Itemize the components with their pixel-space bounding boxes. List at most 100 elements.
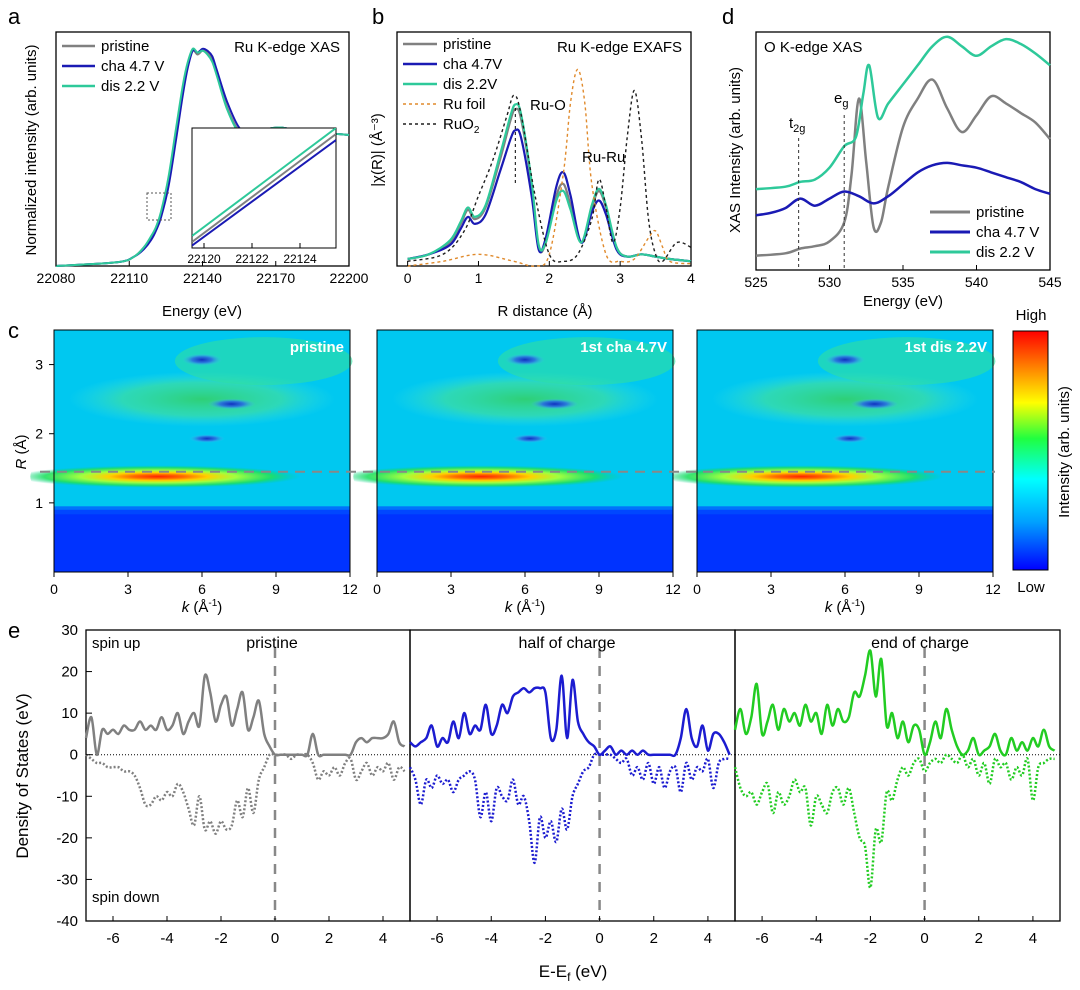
- heatmap-blue-spot: [530, 394, 579, 413]
- panel-b-ylabel: |χ(R)| (Å⁻³): [369, 113, 386, 187]
- dos-spin-up-0: [84, 673, 406, 758]
- dos-frame-0: [85, 629, 411, 922]
- legend-b-label: Ru foil: [443, 96, 486, 113]
- legend-a-label: pristine: [101, 38, 149, 55]
- dos-xtick-label: -4: [485, 930, 498, 947]
- heatmap-xtick-label: 12: [342, 581, 358, 597]
- colorbar-high-label: High: [1016, 307, 1047, 324]
- panel-d-title: O K-edge XAS: [764, 39, 862, 56]
- panel-a-xtick-label: 22200: [330, 270, 369, 286]
- legend-d-label: cha 4.7 V: [976, 224, 1039, 241]
- heatmap-xtick-label: 12: [985, 581, 1001, 597]
- heatmap-0: [30, 329, 353, 573]
- dos-xtick-label: -2: [214, 930, 227, 947]
- panel-a-xtick-label: 22080: [37, 270, 76, 286]
- heatmap-ytick-label: 1: [35, 495, 43, 511]
- panel-b-title: Ru K-edge EXAFS: [557, 39, 682, 56]
- inset-xtick-label: 22120: [187, 252, 221, 266]
- series-b-RuO2: [407, 89, 692, 263]
- legend-a-label: cha 4.7 V: [101, 58, 164, 75]
- panel-a-xlabel: Energy (eV): [162, 303, 242, 320]
- panel-a-xtick-label: 22110: [110, 270, 148, 286]
- annotation-eg: eg: [834, 90, 848, 110]
- dos-spin-up-2: [733, 649, 1056, 757]
- zoom-box: [146, 192, 172, 221]
- series-d-pristine: [755, 78, 1051, 257]
- annotation-ru-o: Ru-O: [530, 97, 566, 114]
- heatmap-xtick-label: 3: [447, 581, 455, 597]
- panel-b-xlabel: R distance (Å): [497, 303, 592, 320]
- heatmap-title-0: pristine: [290, 339, 344, 356]
- heatmap-ytick-label: 2: [35, 426, 43, 442]
- dos-xtick-label: -2: [864, 930, 877, 947]
- dos-spin-down-0: [85, 752, 406, 835]
- heatmap-low-region: [697, 509, 993, 572]
- dos-xtick-label: -6: [106, 930, 119, 947]
- panel-b-xtick-label: 0: [404, 270, 412, 286]
- series-d-cha-4.7-V: [755, 161, 1051, 217]
- panel-d-xtick-label: 530: [818, 274, 842, 290]
- inset-xtick-label: 22124: [283, 252, 317, 266]
- heatmap-xtick-label: 9: [595, 581, 603, 597]
- legend-d-label: pristine: [976, 204, 1024, 221]
- colorbar: [1012, 330, 1049, 571]
- heatmap-blue-spot: [207, 394, 256, 413]
- heatmap-hotspot: [30, 436, 315, 517]
- dos-ytick-label: 30: [61, 622, 78, 639]
- heatmap-title-2: 1st dis 2.2V: [904, 339, 987, 356]
- dos-xtick-label: 0: [271, 930, 279, 947]
- panel-label-b: b: [372, 4, 384, 29]
- dos-ytick-label: 20: [61, 664, 78, 681]
- dos-xtick-label: -4: [160, 930, 173, 947]
- panel-d-ylabel: XAS Intensity (arb. units): [727, 67, 744, 233]
- heatmap-hotspot: [673, 436, 958, 517]
- heatmap-blue-spot: [182, 349, 222, 370]
- dos-ytick-label: 0: [70, 747, 78, 764]
- dos-ytick-label: -40: [56, 913, 78, 930]
- series-b-Ru-foil: [407, 68, 692, 267]
- panel-a-xtick-label: 22170: [256, 270, 295, 286]
- dos-frame-2: [734, 629, 1061, 922]
- heatmap-hotspot: [353, 436, 638, 517]
- heatmap-xtick-label: 6: [521, 581, 529, 597]
- heatmap-xlabel: k (Å-1): [182, 598, 223, 616]
- dos-xlabel: E-Ef (eV): [539, 962, 608, 984]
- dos-frame-1: [409, 629, 736, 922]
- inset-series-cha-4.7-V: [192, 139, 336, 247]
- inset-series-pristine: [192, 133, 336, 243]
- heatmap-low-region: [54, 509, 350, 572]
- legend-b-label: pristine: [443, 36, 491, 53]
- panel-b-xtick-label: 4: [687, 270, 695, 286]
- dos-spin-down-1: [408, 752, 730, 865]
- dos-xtick-label: 2: [975, 930, 983, 947]
- annotation-ru-ru: Ru-Ru: [582, 149, 625, 166]
- heatmap-xtick-label: 6: [198, 581, 206, 597]
- panel-d-xtick-label: 545: [1038, 274, 1062, 290]
- panel-d-xtick-label: 525: [744, 274, 768, 290]
- heatmap-xtick-label: 0: [373, 581, 381, 597]
- dos-xtick-label: 4: [379, 930, 387, 947]
- dos-title-0: pristine: [246, 635, 298, 652]
- panel-a-xtick-label: 22140: [183, 270, 222, 286]
- heatmap-ytick-label: 3: [35, 357, 43, 373]
- dos-ytick-label: -10: [56, 788, 78, 805]
- panel-label-c: c: [8, 318, 19, 343]
- inset-series-dis-2.2-V: [192, 128, 336, 237]
- heatmap-blue-spot: [825, 349, 865, 370]
- heatmap-upper-band: [817, 337, 996, 386]
- panel-b-xtick-label: 2: [545, 270, 553, 286]
- colorbar-low-label: Low: [1017, 579, 1045, 596]
- annotation-spin-up: spin up: [92, 635, 140, 652]
- heatmap-xtick-label: 0: [693, 581, 701, 597]
- panel-label-e: e: [8, 618, 20, 643]
- heatmap-blue-spot: [831, 431, 868, 446]
- panel-b-xtick-label: 3: [616, 270, 624, 286]
- heatmap-blue-spot: [850, 394, 899, 413]
- dos-xtick-label: 0: [595, 930, 603, 947]
- heatmap-xtick-label: 6: [841, 581, 849, 597]
- legend-b-label: cha 4.7V: [443, 56, 502, 73]
- heatmap-xlabel: k (Å-1): [825, 598, 866, 616]
- legend-b-label: RuO2: [443, 116, 480, 136]
- dos-ytick-label: -20: [56, 830, 78, 847]
- series-b-dis-2.2V: [407, 102, 692, 263]
